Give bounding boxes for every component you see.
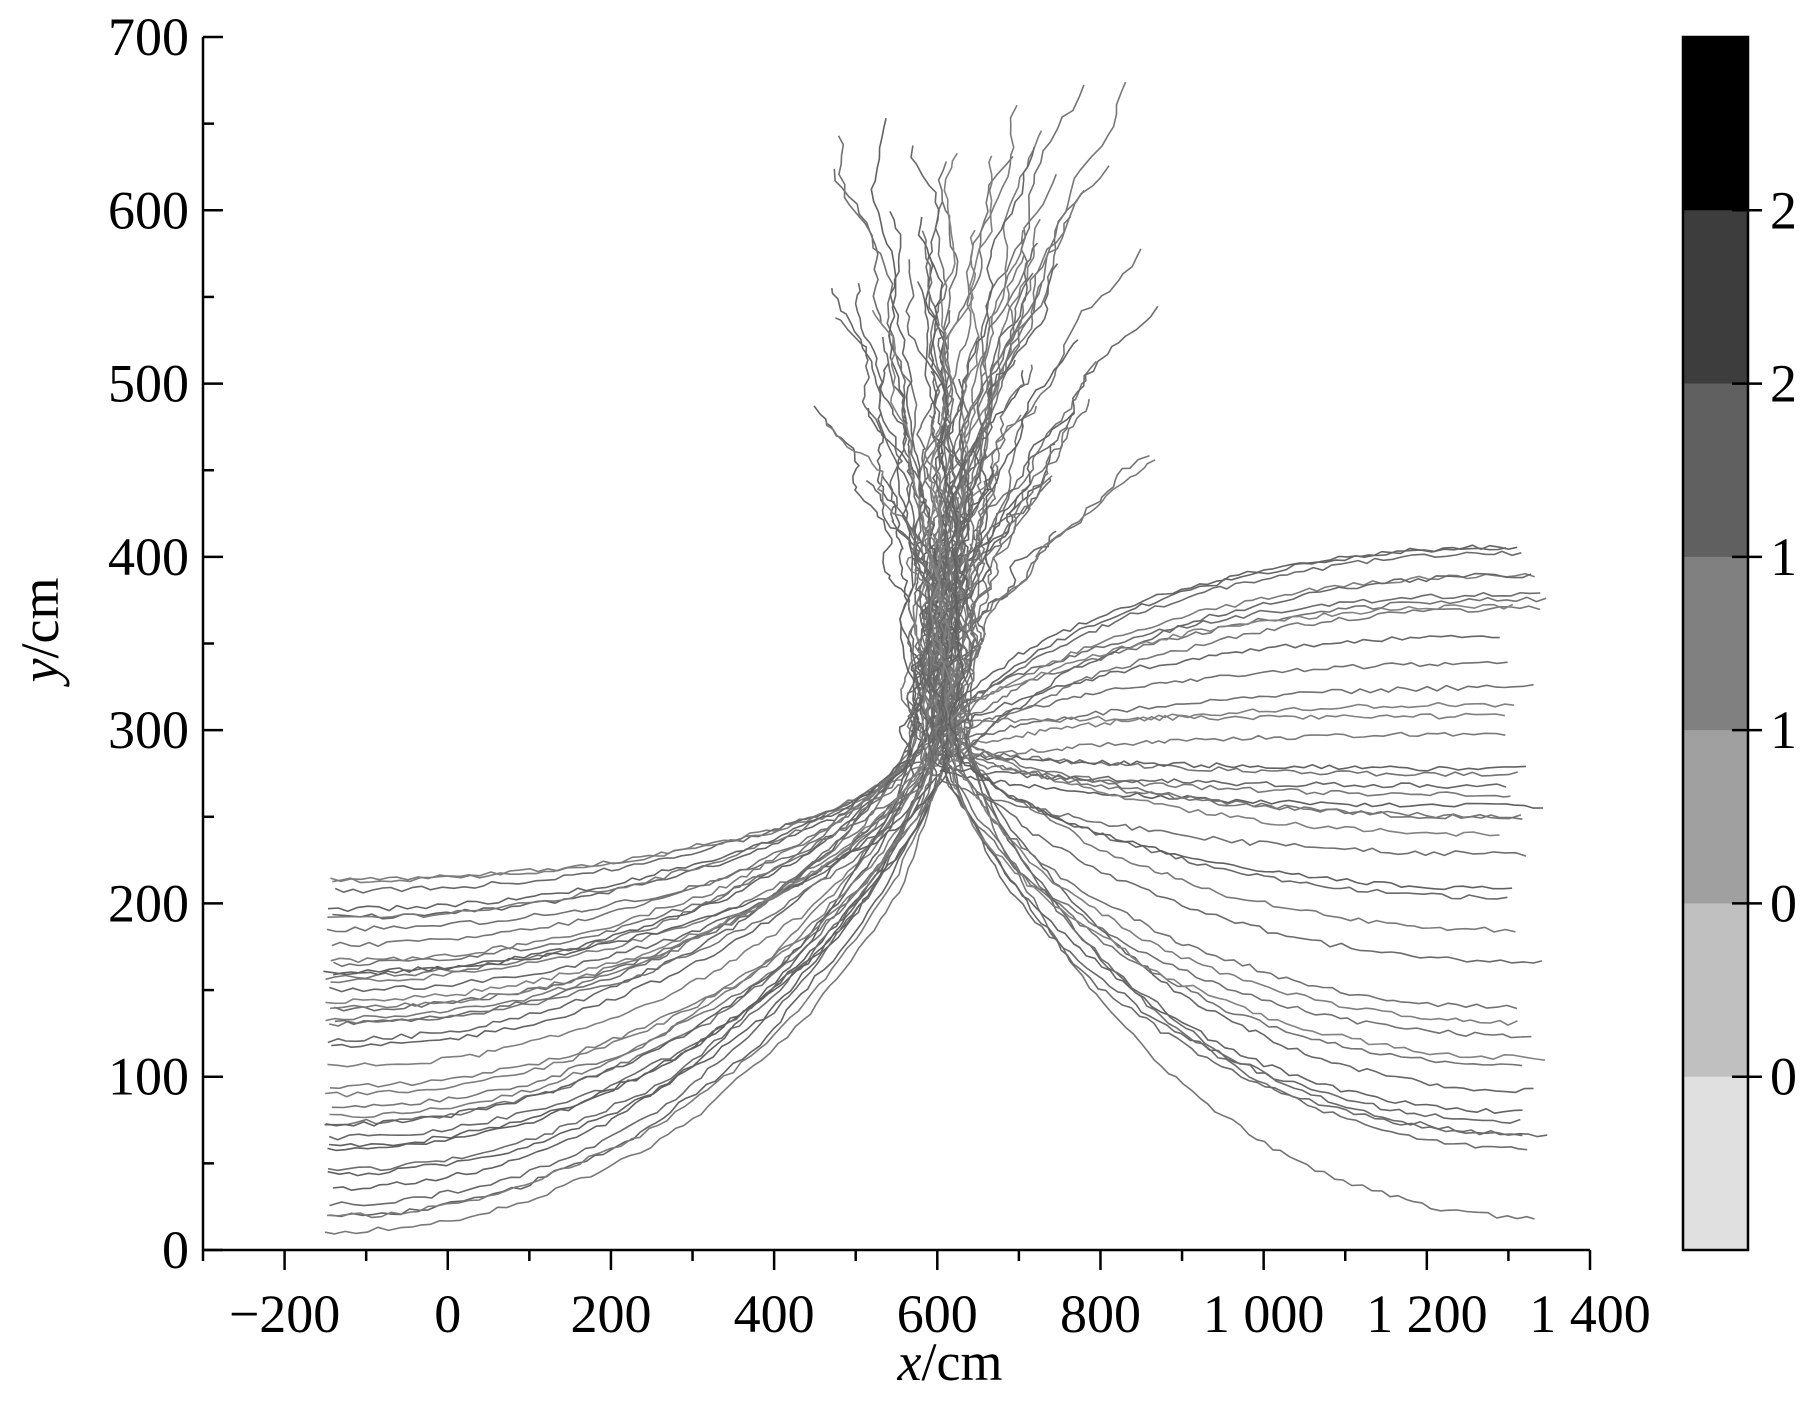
trajectory-layer — [323, 81, 1548, 1235]
trajectory-line — [916, 281, 1532, 767]
colorbar-tick-label: 2 — [1770, 354, 1797, 414]
trajectory-line — [329, 255, 1025, 1090]
trajectory-line — [943, 454, 1523, 1067]
colorbar-band — [1683, 1076, 1748, 1251]
colorbar-tick-label: 2 — [1770, 180, 1797, 240]
trajectory-line — [929, 359, 1508, 900]
trajectory-line — [324, 135, 943, 1126]
trajectory-line — [940, 411, 1523, 1114]
trajectory-line — [930, 152, 1514, 733]
y-tick-label: 600 — [108, 180, 189, 240]
axes: −200 0 200 400 600 800 1 000 1 200 1 400 0 100 200 3… — [108, 7, 1651, 1344]
x-tick-label: 1 000 — [1203, 1284, 1325, 1344]
y-tick-label: 300 — [108, 700, 189, 760]
trajectory-line — [333, 201, 948, 968]
y-tick-label: 0 — [162, 1220, 189, 1280]
trajectory-line — [956, 248, 1518, 777]
trajectory-line — [921, 230, 1518, 1010]
colorbar-band — [1683, 37, 1748, 211]
trajectory-line — [910, 145, 1548, 1138]
y-axis-var: y — [10, 658, 70, 687]
colorbar-band — [1683, 383, 1748, 558]
trajectory-line — [328, 282, 953, 1141]
trajectory-line — [960, 398, 1535, 1220]
x-tick-label: 0 — [434, 1284, 461, 1344]
colorbar-band — [1683, 903, 1748, 1078]
trajectory-line — [330, 104, 1018, 964]
x-tick-label: 1 200 — [1366, 1284, 1488, 1344]
x-axis-var: x — [897, 1332, 922, 1392]
colorbar-tick-label: 0 — [1770, 1047, 1797, 1107]
y-tick-label: 400 — [108, 527, 189, 587]
trajectory-line — [926, 448, 1507, 728]
trajectory-line — [926, 146, 1500, 745]
trajectory-line — [882, 336, 1523, 1137]
trajectory-line — [331, 155, 1014, 948]
y-tick-label: 100 — [108, 1047, 189, 1107]
y-axis-title: y/cm — [10, 578, 70, 688]
colorbar-tick-label: 1 — [1770, 700, 1797, 760]
x-tick-label: −200 — [229, 1284, 340, 1344]
x-axis-unit: /cm — [921, 1332, 1002, 1392]
x-tick-label: 200 — [570, 1284, 651, 1344]
y-tick-label: 200 — [108, 873, 189, 933]
y-tick-label: 700 — [108, 7, 189, 67]
trajectory-line — [328, 256, 961, 1148]
trajectory-line — [949, 475, 1523, 820]
colorbar-band — [1683, 556, 1748, 731]
y-axis-unit: /cm — [10, 578, 70, 659]
trajectory-line — [949, 155, 1514, 752]
trajectory-line — [937, 161, 1508, 738]
trajectory-line — [331, 362, 935, 1048]
trajectory-line — [930, 281, 1534, 754]
trajectory-line — [327, 378, 964, 1177]
trajectory-line — [831, 287, 1507, 789]
trajectory-line — [905, 259, 1528, 1151]
trajectory-line — [954, 425, 1511, 798]
trajectory-line — [936, 459, 1506, 764]
colorbar-band — [1683, 210, 1748, 385]
colorbar-frame — [1681, 35, 1750, 1252]
trajectory-line — [932, 305, 1522, 746]
trajectory-line — [934, 173, 1522, 820]
colorbar-band — [1683, 730, 1748, 904]
colorbar-tick-label: 0 — [1770, 873, 1797, 933]
colorbar: 2 2 1 1 0 0 — [1681, 35, 1797, 1252]
x-tick-label: 800 — [1060, 1284, 1141, 1344]
trajectory-line — [330, 462, 999, 883]
x-tick-label: 1 400 — [1529, 1284, 1651, 1344]
trajectory-line — [327, 407, 926, 912]
y-tick-label: 500 — [108, 354, 189, 414]
trajectory-line — [330, 543, 974, 1010]
x-axis-title: x/cm — [897, 1332, 1003, 1392]
x-tick-label: 600 — [897, 1284, 978, 1344]
trajectory-line — [871, 309, 1546, 1061]
trajectory-line — [948, 465, 1541, 760]
trajectory-line — [950, 364, 1547, 736]
trajectory-line — [917, 216, 1513, 891]
trajectory-line — [329, 360, 1098, 1027]
trajectory-line — [325, 130, 1043, 1098]
trajectory-line — [932, 310, 1541, 730]
trajectory-line — [834, 317, 1543, 964]
x-tick-label: 400 — [734, 1284, 815, 1344]
trajectory-line — [825, 422, 1506, 724]
trajectory-line — [927, 272, 1527, 857]
colorbar-tick-label: 1 — [1770, 527, 1797, 587]
